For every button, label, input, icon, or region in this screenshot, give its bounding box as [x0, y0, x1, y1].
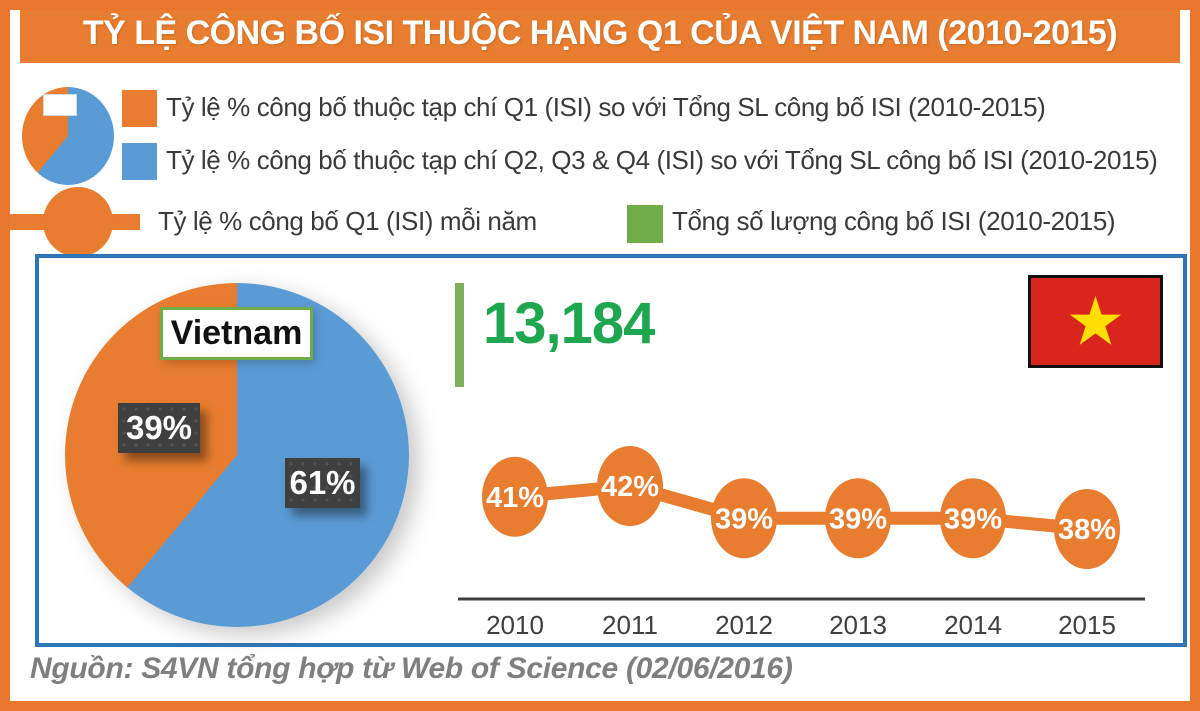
country-label: Vietnam: [160, 307, 313, 360]
x-tick-2013: 2013: [829, 610, 887, 640]
data-point-2010: [482, 456, 548, 537]
x-tick-2010: 2010: [486, 610, 544, 640]
x-tick-2015: 2015: [1058, 610, 1116, 640]
data-point-label-2013: 39%: [829, 503, 887, 535]
total-accent-bar: [455, 283, 464, 387]
data-point-label-2014: 39%: [944, 503, 1002, 535]
total-publications-value: 13,184: [483, 291, 655, 356]
title-bar: TỶ LỆ CÔNG BỐ ISI THUỘC HẠNG Q1 CỦA VIỆT…: [20, 0, 1180, 63]
chart-panel: Vietnam 39% 61% 13,184 41% 2010 42% 2011 39%…: [35, 254, 1187, 647]
vietnam-flag-star-icon: [1069, 296, 1122, 345]
pie-legend-icon-label-box: [43, 94, 77, 116]
data-point-2012: [711, 478, 777, 559]
data-point-label-2012: 39%: [715, 503, 773, 535]
line-chart: 41% 2010 42% 2011 39% 2012 39% 2013 39% 2014 38% 20…: [458, 446, 1145, 640]
source-note: Nguồn: S4VN tổng hợp từ Web of Science (…: [30, 652, 793, 685]
vietnam-flag-icon: [1028, 275, 1163, 368]
data-point-2013: [825, 478, 891, 559]
legend-label-q234: Tỷ lệ % công bố thuộc tạp chí Q2, Q3 & Q…: [166, 145, 1158, 175]
pie-label-q1: 39%: [118, 403, 200, 453]
data-point-label-2011: 42%: [601, 471, 659, 503]
legend-swatch-q1-orange: [122, 90, 157, 127]
data-point-2015: [1054, 489, 1120, 569]
line-marker-dot-icon: [43, 187, 113, 257]
legend-swatch-q234-blue: [122, 143, 157, 180]
pie-legend-icon: [22, 87, 114, 185]
x-tick-2014: 2014: [944, 610, 1002, 640]
pie-label-q234: 61%: [285, 458, 360, 508]
data-point-label-2010: 41%: [486, 482, 544, 514]
legend-label-q1: Tỷ lệ % công bố thuộc tạp chí Q1 (ISI) s…: [166, 92, 1046, 122]
legend-swatch-total-green: [627, 205, 663, 243]
data-point-label-2015: 38%: [1058, 514, 1116, 546]
page-title: TỶ LỆ CÔNG BỐ ISI THUỘC HẠNG Q1 CỦA VIỆT…: [82, 14, 1118, 52]
x-tick-2012: 2012: [715, 610, 773, 640]
data-point-2014: [940, 478, 1006, 559]
legend-label-total: Tổng số lượng công bố ISI (2010-2015): [672, 206, 1116, 236]
legend-label-line: Tỷ lệ % công bố Q1 (ISI) mỗi năm: [158, 206, 537, 236]
x-tick-2011: 2011: [602, 610, 658, 640]
data-point-2011: [597, 446, 663, 526]
